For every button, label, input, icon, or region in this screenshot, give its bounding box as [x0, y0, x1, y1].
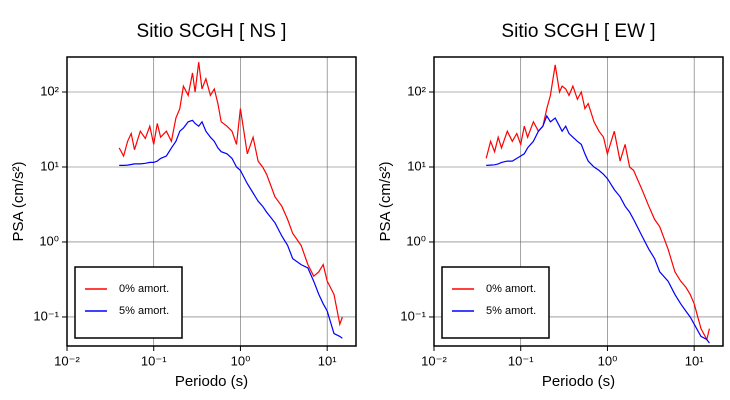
y-tick-label: 10¹ [407, 158, 426, 173]
x-tick-label: 10⁻¹ [508, 353, 534, 368]
series-line [485, 64, 710, 342]
frame [66, 56, 357, 347]
y-tick-label: 10² [40, 83, 59, 98]
frame [433, 56, 724, 347]
y-tick-label: 10¹ [40, 158, 59, 173]
x-tick-label: 10⁰ [231, 353, 251, 368]
x-tick-label: 10¹ [318, 353, 337, 368]
legend-label: 5% amort. [119, 305, 169, 317]
x-axis-label: Periodo (s) [542, 373, 615, 390]
y-tick-label: 10⁰ [406, 233, 426, 248]
legend-box [74, 266, 183, 339]
y-axis-label: PSA (cm/s²) [10, 161, 27, 241]
x-tick-label: 10⁻² [54, 353, 80, 368]
y-tick-label: 10² [407, 83, 426, 98]
legend: 0% amort. 5% amort. [441, 266, 550, 339]
legend-label: 0% amort. [486, 283, 536, 295]
y-tick-label: 10⁻¹ [33, 308, 59, 323]
legend-box [441, 266, 550, 339]
legend: 0% amort. 5% amort. [74, 266, 183, 339]
y-tick-label: 10⁻¹ [400, 308, 426, 323]
x-tick-label: 10⁻² [421, 353, 447, 368]
x-tick-label: 10⁻¹ [141, 353, 167, 368]
x-tick-label: 10⁰ [598, 353, 618, 368]
series-line [118, 62, 343, 327]
y-tick-label: 10⁰ [39, 233, 59, 248]
legend-label: 5% amort. [486, 305, 536, 317]
y-axis-label: PSA (cm/s²) [377, 161, 394, 241]
chart-title: Sitio SCGH [ EW ] [501, 21, 655, 42]
series-line [119, 119, 343, 339]
chart-title: Sitio SCGH [ NS ] [137, 21, 287, 42]
x-axis-label: Periodo (s) [175, 373, 248, 390]
legend-label: 0% amort. [119, 283, 169, 295]
x-tick-label: 10¹ [685, 353, 704, 368]
series-line [486, 114, 710, 344]
